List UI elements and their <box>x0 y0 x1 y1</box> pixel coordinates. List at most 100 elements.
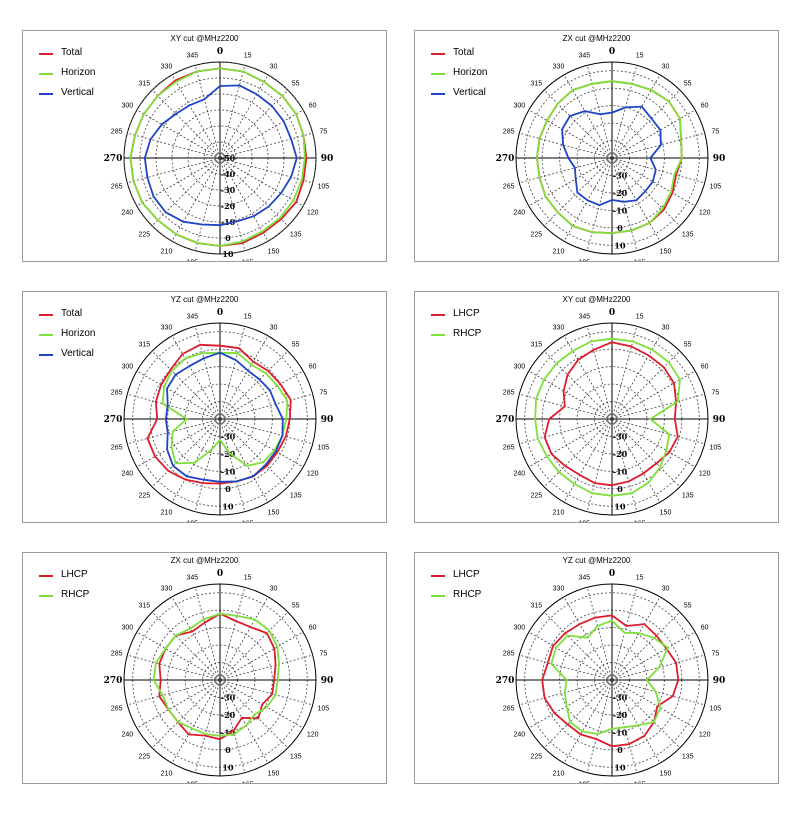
angle-tick-label: 195 <box>186 781 198 783</box>
angle-tick-label: 165 <box>242 259 254 261</box>
angle-tick-label: 120 <box>307 210 319 217</box>
angle-tick-label: 135 <box>682 754 694 761</box>
angle-tick-label: 240 <box>121 210 133 217</box>
angle-tick-label: 265 <box>503 445 515 452</box>
angle-tick-label: 75 <box>711 389 719 396</box>
grid-spoke <box>219 157 313 184</box>
angle-tick-label: 55 <box>292 602 300 609</box>
radial-tick-label: -10 <box>221 217 236 227</box>
angle-tick-label: 75 <box>319 128 327 135</box>
angle-tick-label: 315 <box>530 341 542 348</box>
angle-tick-label: 345 <box>578 575 590 582</box>
series-lhcp <box>541 614 680 748</box>
radial-tick-label: -10 <box>613 205 628 215</box>
radial-tick-label: -10 <box>613 466 628 476</box>
angle-tick-label: 30 <box>270 324 278 331</box>
grid-spoke <box>519 132 613 159</box>
angle-tick-label: 285 <box>111 650 123 657</box>
radial-tick-label: -10 <box>221 727 236 737</box>
radial-tick-label: 10 <box>614 501 626 511</box>
angle-tick-label: 345 <box>186 53 198 60</box>
angle-tick-label: 105 <box>710 184 722 191</box>
polar-plot: 0153055607590105120135150165180195210225… <box>104 569 334 783</box>
angle-tick-label: 75 <box>711 128 719 135</box>
grid-spoke <box>543 611 613 681</box>
polar-chart-xy-cp: 0153055607590105120135150165180195210225… <box>414 291 779 523</box>
angle-tick-label: 300 <box>513 103 525 110</box>
chart-title: YZ cut @MHz2200 <box>170 295 239 304</box>
angle-tick-label: 240 <box>513 210 525 217</box>
polar-chart-zx-cp: 0153055607590105120135150165180195210225… <box>22 552 387 784</box>
grid-spoke <box>543 418 613 488</box>
angle-tick-label: 330 <box>161 585 173 592</box>
radial-tick-label: 0 <box>225 745 231 755</box>
angle-tick-label: 90 <box>321 154 334 164</box>
radial-tick-label: -40 <box>221 169 236 179</box>
grid-spoke <box>611 611 681 681</box>
radial-tick-label: -30 <box>613 170 628 180</box>
angle-tick-label: 315 <box>138 341 150 348</box>
angle-tick-label: 55 <box>684 602 692 609</box>
series-vertical <box>164 351 284 483</box>
angle-tick-label: 165 <box>634 520 646 522</box>
radial-tick-label: -20 <box>221 201 236 211</box>
angle-tick-label: 285 <box>503 650 515 657</box>
angle-tick-label: 0 <box>217 569 223 579</box>
grid-spoke <box>219 631 304 681</box>
legend-label: Vertical <box>61 87 94 98</box>
angle-tick-label: 165 <box>634 781 646 783</box>
chart-title: ZX cut @MHz2200 <box>170 556 239 565</box>
grid-spoke <box>151 89 221 159</box>
grid-spoke <box>611 418 681 488</box>
legend-swatch <box>431 314 445 316</box>
angle-tick-label: 0 <box>217 308 223 318</box>
grid-spoke <box>127 393 221 420</box>
radial-tick-label: 0 <box>617 223 623 233</box>
legend-label: Total <box>453 47 475 58</box>
grid-spoke <box>194 418 221 512</box>
angle-tick-label: 165 <box>242 781 254 783</box>
grid-spoke <box>219 350 289 420</box>
angle-tick-label: 330 <box>553 585 565 592</box>
angle-tick-label: 270 <box>104 415 123 425</box>
angle-tick-label: 135 <box>290 493 302 500</box>
grid-spoke <box>543 350 613 420</box>
grid-spoke <box>611 393 705 420</box>
angle-tick-label: 210 <box>553 510 565 517</box>
angle-tick-label: 105 <box>710 706 722 713</box>
legend-swatch <box>39 73 53 75</box>
angle-tick-label: 195 <box>578 520 590 522</box>
legend-label: RHCP <box>61 589 90 600</box>
angle-tick-label: 75 <box>319 389 327 396</box>
angle-tick-label: 330 <box>553 324 565 331</box>
angle-tick-label: 225 <box>138 493 150 500</box>
grid-spoke <box>219 335 269 420</box>
grid-spoke <box>136 418 221 468</box>
grid-spoke <box>171 157 221 242</box>
grid-spoke <box>519 654 613 681</box>
angle-tick-label: 15 <box>244 314 252 321</box>
angle-tick-label: 90 <box>713 415 726 425</box>
grid-spoke <box>194 326 221 420</box>
grid-spoke <box>127 157 221 184</box>
polar-plot: 0153055607590105120135150165180195210225… <box>104 47 334 261</box>
angle-tick-label: 210 <box>553 249 565 256</box>
legend-label: Total <box>61 47 83 58</box>
polar-chart-zx-total: 0153055607590105120135150165180195210225… <box>414 30 779 262</box>
angle-tick-label: 0 <box>609 308 615 318</box>
grid-spoke <box>563 418 613 503</box>
chart-title: ZX cut @MHz2200 <box>562 34 631 43</box>
radial-tick-label: -20 <box>221 449 236 459</box>
angle-tick-label: 15 <box>244 575 252 582</box>
angle-tick-label: 75 <box>319 650 327 657</box>
angle-tick-label: 285 <box>111 128 123 135</box>
radial-tick-label: 0 <box>225 484 231 494</box>
radial-tick-label: -20 <box>613 449 628 459</box>
legend-label: RHCP <box>453 328 482 339</box>
grid-spoke <box>171 418 221 503</box>
series-horizon <box>536 80 683 235</box>
legend-swatch <box>39 575 53 577</box>
grid-spoke <box>127 132 221 159</box>
angle-tick-label: 105 <box>318 445 330 452</box>
angle-tick-label: 195 <box>578 781 590 783</box>
